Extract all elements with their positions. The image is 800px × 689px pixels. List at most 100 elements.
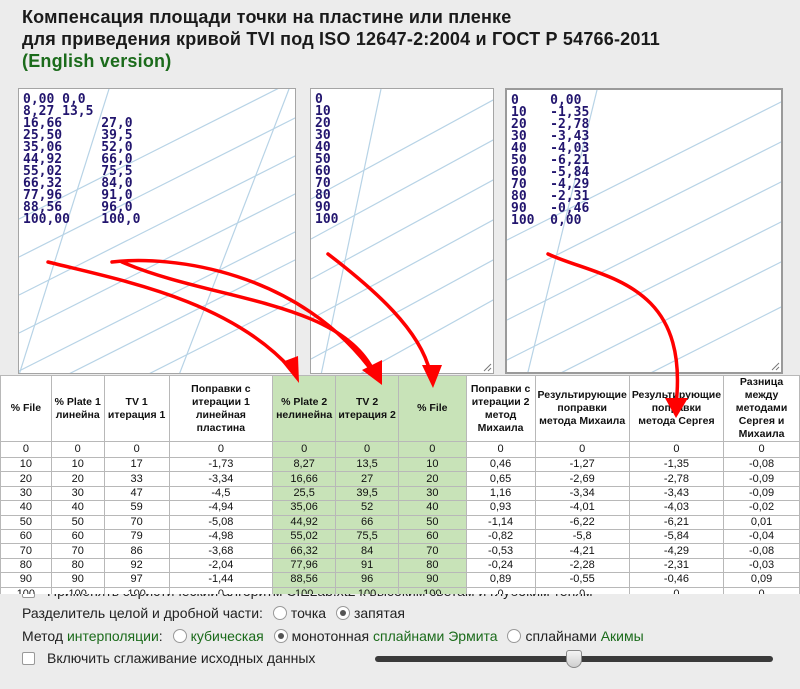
table-row: 40 40 59 -4,94 35,06 52 40 0,93 -4,01 -4,03 -0,02 (0, 500, 800, 516)
separator-comma-radio[interactable] (335, 606, 350, 620)
table-cell: 30 (50, 485, 105, 502)
smoothing-label: Включить сглаживание исходных данных (47, 650, 316, 666)
table-cell: 0 (168, 441, 274, 458)
table-cell: 52 (335, 500, 400, 516)
textarea-file-values[interactable]: 0 10 20 30 40 50 60 70 80 90 100 (310, 88, 494, 374)
table-cell: 0 (398, 441, 467, 458)
table-cell: 60 (50, 528, 105, 545)
table-cell: 80 (0, 557, 52, 574)
resize-grip-icon[interactable] (482, 362, 492, 372)
smoothing-slider-track[interactable] (375, 650, 773, 668)
english-version-link[interactable]: (English version) (22, 51, 172, 71)
method-colon: : (158, 628, 163, 644)
table-cell: 0 (723, 586, 800, 594)
table-cell: 84 (335, 543, 400, 559)
textarea-plate-tv-text[interactable]: 0,00 0,0 8,27 13,5 16,66 27,0 25,50 39,5… (23, 92, 141, 227)
cubic-label[interactable]: кубическая (190, 628, 264, 644)
textarea-result-corrections[interactable]: 0 0,00 10 -1,35 20 -2,78 30 -3,43 40 -4,… (505, 88, 783, 374)
table-cell: -0,09 (723, 485, 800, 502)
table-cell: -0,55 (534, 572, 630, 588)
table-cell: 59 (103, 500, 170, 516)
monotone-radio[interactable] (273, 629, 288, 643)
table-cell: 0 (335, 441, 400, 458)
table-cell: 97 (103, 572, 170, 588)
table-cell: 100 (272, 586, 337, 594)
table-cell: 90 (398, 572, 467, 588)
col-header: TV 1 итерация 1 (103, 375, 170, 442)
table-cell: 100 (398, 586, 467, 594)
separator-comma-label[interactable]: запятая (353, 605, 405, 621)
table-cell: -1,73 (168, 456, 274, 473)
table-cell: 100 (50, 586, 105, 594)
table-cell: 100 (335, 586, 400, 594)
table-header-row: % File % Plate 1 линейна TV 1 итерация 1… (0, 375, 800, 442)
separator-point-label[interactable]: точка (290, 605, 327, 621)
hermite-link[interactable]: сплайнами Эрмита (373, 628, 498, 644)
table-cell: 0 (0, 441, 52, 458)
table-cell: -4,98 (168, 528, 274, 545)
table-cell: 0 (534, 586, 630, 594)
table-cell: -6,21 (628, 514, 725, 530)
table-cell: 0 (628, 441, 725, 458)
separator-point-radio[interactable] (272, 606, 287, 620)
monotone-label[interactable]: монотонная (291, 628, 370, 644)
table-cell: -2,28 (534, 557, 630, 574)
table-cell: -4,01 (534, 500, 630, 516)
table-cell: 90 (50, 572, 105, 588)
table-cell: 96 (335, 572, 400, 588)
slider-thumb[interactable] (566, 650, 582, 668)
table-cell: 0,46 (465, 456, 536, 473)
textarea-plate-tv-data[interactable]: 0,00 0,0 8,27 13,5 16,66 27,0 25,50 39,5… (18, 88, 296, 374)
splines-label[interactable]: сплайнами (525, 628, 597, 644)
akima-radio[interactable] (507, 629, 522, 643)
table-row: 20 20 33 -3,34 16,66 27 20 0,65 -2,69 -2,78 -0,09 (0, 471, 800, 487)
interpolation-option-row: Метод интерполяции: кубическая монотонна… (22, 627, 644, 645)
table-cell: 70 (398, 543, 467, 559)
akima-link[interactable]: Акимы (600, 628, 644, 644)
textarea-result-corrections-text[interactable]: 0 0,00 10 -1,35 20 -2,78 30 -3,43 40 -4,… (511, 93, 590, 228)
table-cell: -3,34 (168, 471, 274, 487)
table-cell: 10 (398, 456, 467, 473)
table-cell: 0 (50, 441, 105, 458)
table-cell: -0,82 (465, 528, 536, 545)
table-cell: 27 (335, 471, 400, 487)
table-cell: -0,09 (723, 471, 800, 487)
col-header: % File (398, 375, 467, 442)
table-cell: -0,08 (723, 543, 800, 559)
table-cell: 86 (103, 543, 170, 559)
cubic-radio[interactable] (172, 629, 187, 643)
interpolation-link[interactable]: интерполяции (66, 628, 159, 644)
title-line-2: для приведения кривой TVI под ISO 12647-… (22, 29, 661, 49)
separator-option-row: Разделитель целой и дробной части: точка… (22, 604, 405, 622)
page-title: Компенсация площади точки на пластине ил… (22, 6, 660, 72)
resize-grip-icon[interactable] (770, 361, 780, 371)
results-table: % File % Plate 1 линейна TV 1 итерация 1… (0, 375, 800, 594)
table-cell: 10 (0, 456, 52, 473)
table-cell: -2,78 (628, 471, 725, 487)
table-row: 60 60 79 -4,98 55,02 75,5 60 -0,82 -5,8 -5,84 -0,0… (0, 528, 800, 545)
table-cell: -1,27 (534, 456, 630, 473)
table-cell: 0 (272, 441, 337, 458)
table-cell: 1,16 (465, 485, 536, 502)
table-cell: 0 (534, 441, 630, 458)
table-cell: -5,08 (168, 514, 274, 530)
table-cell: 0,09 (723, 572, 800, 588)
table-cell: 70 (0, 543, 52, 559)
table-cell: 0,89 (465, 572, 536, 588)
table-row: 10 10 17 -1,73 8,27 13,5 10 0,46 -1,27 -1,35 -0,08 (0, 456, 800, 473)
table-cell: 0 (628, 586, 725, 594)
table-cell: -4,03 (628, 500, 725, 516)
table-cell: 0 (723, 441, 800, 458)
table-cell: 70 (103, 514, 170, 530)
table-cell: -0,08 (723, 456, 800, 473)
textarea-file-values-text[interactable]: 0 10 20 30 40 50 60 70 80 90 100 (315, 92, 339, 227)
table-cell: 80 (398, 557, 467, 574)
table-cell: -0,24 (465, 557, 536, 574)
smoothing-option-row: Включить сглаживание исходных данных (22, 649, 315, 667)
table-cell: 77,96 (272, 557, 337, 574)
table-cell: -1,14 (465, 514, 536, 530)
table-cell: 0,93 (465, 500, 536, 516)
smoothing-checkbox[interactable] (22, 652, 35, 665)
table-cell: 35,06 (272, 500, 337, 516)
